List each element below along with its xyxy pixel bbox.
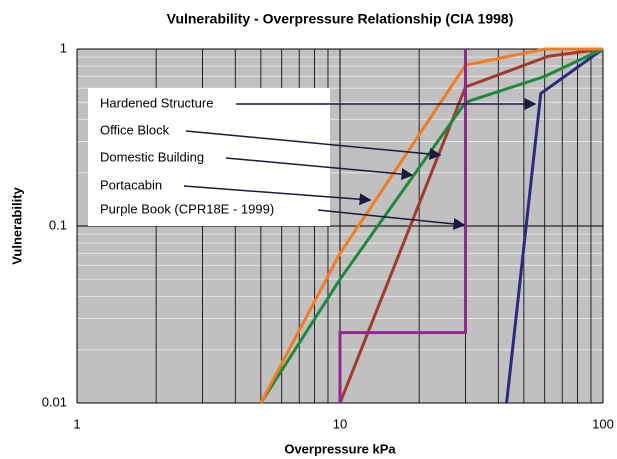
annotation-arrow — [185, 130, 442, 160]
x-tick-label: 10 — [333, 416, 347, 431]
chart-title: Vulnerability - Overpressure Relationshi… — [167, 11, 514, 27]
legend-label: Office Block — [100, 122, 170, 137]
series-line — [338, 49, 467, 403]
x-tick-label: 1 — [73, 416, 80, 431]
annotation-arrow — [183, 185, 372, 206]
y-tick-label: 0.01 — [42, 394, 67, 409]
y-tick-label: 1 — [60, 40, 67, 55]
annotation-arrow — [317, 209, 466, 230]
series-line — [338, 47, 604, 404]
annotation-arrow — [225, 157, 414, 181]
y-axis-label: Vulnerability — [9, 186, 24, 264]
legend-label: Hardened Structure — [100, 95, 213, 110]
x-tick-label: 100 — [592, 416, 614, 431]
legend-box — [88, 88, 330, 226]
legend-label: Domestic Building — [100, 149, 204, 164]
x-axis-label: Overpressure kPa — [284, 441, 396, 456]
legend-label: Purple Book (CPR18E - 1999) — [100, 201, 274, 216]
y-tick-label: 0.1 — [49, 217, 67, 232]
legend-label: Portacabin — [100, 177, 162, 192]
legend: Hardened Structure Office Block Domestic… — [88, 88, 537, 230]
series-line — [505, 47, 604, 404]
